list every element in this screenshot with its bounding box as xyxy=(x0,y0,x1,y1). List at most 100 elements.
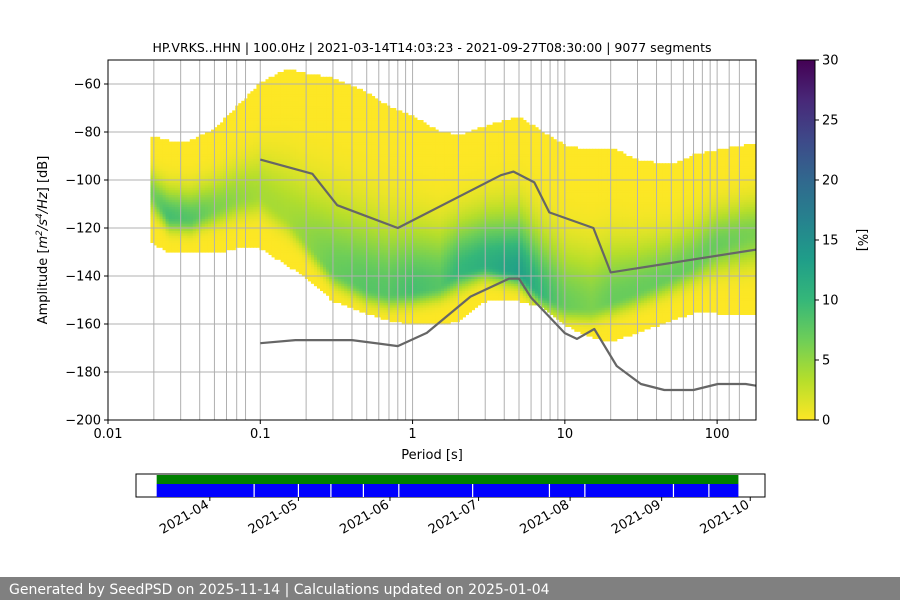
density-cell xyxy=(171,156,176,159)
density-cell xyxy=(153,237,158,241)
density-cell xyxy=(198,235,203,239)
density-cell xyxy=(156,165,161,169)
density-cell xyxy=(256,98,261,102)
density-cell xyxy=(171,146,176,150)
density-cell xyxy=(241,122,245,126)
density-cell xyxy=(162,206,167,210)
density-cell xyxy=(217,172,221,176)
density-cell xyxy=(286,103,291,107)
density-cell xyxy=(192,163,197,167)
density-cell xyxy=(304,177,309,181)
density-cell xyxy=(274,196,279,200)
density-cell xyxy=(171,168,176,171)
density-cell xyxy=(156,230,161,234)
density-cell xyxy=(217,168,221,171)
density-cell xyxy=(307,124,312,128)
density-cell xyxy=(304,230,309,234)
density-cell xyxy=(201,189,206,193)
density-cell xyxy=(320,134,324,138)
density-cell xyxy=(304,160,309,164)
density-cell xyxy=(301,93,306,97)
density-cell xyxy=(244,117,248,121)
density-cell xyxy=(250,163,254,167)
density-cell xyxy=(283,211,288,215)
density-cell xyxy=(156,136,161,140)
density-cell xyxy=(316,76,321,80)
density-cell xyxy=(289,144,294,147)
density-cell xyxy=(226,153,230,157)
density-cell xyxy=(204,235,209,239)
density-cell xyxy=(229,220,233,224)
density-cell xyxy=(189,230,194,234)
density-cell xyxy=(323,268,327,272)
density-cell xyxy=(250,117,254,121)
density-cell xyxy=(153,151,158,155)
density-cell xyxy=(265,163,270,167)
density-cell xyxy=(298,204,303,207)
density-cell xyxy=(274,175,279,179)
density-cell xyxy=(232,132,236,135)
density-cell xyxy=(204,216,209,219)
density-cell xyxy=(323,112,327,116)
density-cell xyxy=(171,199,176,203)
density-cell xyxy=(271,168,276,171)
density-cell xyxy=(310,112,315,116)
density-cell xyxy=(211,204,215,207)
density-cell xyxy=(304,196,309,200)
density-cell xyxy=(268,122,273,126)
density-cell xyxy=(171,223,176,227)
density-cell xyxy=(177,146,182,150)
density-cell xyxy=(223,242,227,246)
density-cell xyxy=(268,103,273,107)
density-cell xyxy=(241,165,245,169)
density-cell xyxy=(241,103,245,107)
density-cell xyxy=(174,189,179,193)
density-cell xyxy=(165,220,170,224)
density-cell xyxy=(198,240,203,243)
density-cell xyxy=(283,103,288,107)
density-cell xyxy=(265,230,270,234)
density-cell xyxy=(271,144,276,147)
density-cell xyxy=(204,168,209,171)
density-cell xyxy=(320,117,324,121)
density-cell xyxy=(168,199,173,203)
density-cell xyxy=(207,136,212,140)
density-cell xyxy=(274,103,279,107)
density-cell xyxy=(298,247,303,251)
density-cell xyxy=(165,211,170,215)
density-cell xyxy=(265,182,270,186)
density-cell xyxy=(211,228,215,231)
density-cell xyxy=(229,148,233,152)
density-cell xyxy=(295,225,300,229)
density-cell xyxy=(313,244,318,248)
density-cell xyxy=(241,170,245,174)
density-cell xyxy=(207,189,212,193)
density-cell xyxy=(174,211,179,215)
density-cell xyxy=(192,249,197,253)
density-cell xyxy=(280,249,285,253)
density-cell xyxy=(283,112,288,116)
density-cell xyxy=(214,216,218,219)
density-cell xyxy=(289,69,294,73)
density-cell xyxy=(298,237,303,241)
density-cell xyxy=(271,79,276,83)
density-cell xyxy=(310,160,315,164)
density-cell xyxy=(326,261,330,265)
density-cell xyxy=(226,230,230,234)
density-cell xyxy=(286,84,291,87)
density-cell xyxy=(232,146,236,150)
density-cell xyxy=(156,218,161,222)
density-cell xyxy=(198,211,203,215)
density-cell xyxy=(232,230,236,234)
density-cell xyxy=(253,153,258,157)
density-cell xyxy=(277,91,282,95)
density-cell xyxy=(304,211,309,215)
density-cell xyxy=(250,225,254,229)
density-cell xyxy=(265,158,270,162)
density-cell xyxy=(156,170,161,174)
density-cell xyxy=(220,172,224,176)
density-cell xyxy=(174,172,179,176)
density-cell xyxy=(244,129,248,133)
density-cell xyxy=(198,237,203,241)
density-cell xyxy=(295,228,300,231)
